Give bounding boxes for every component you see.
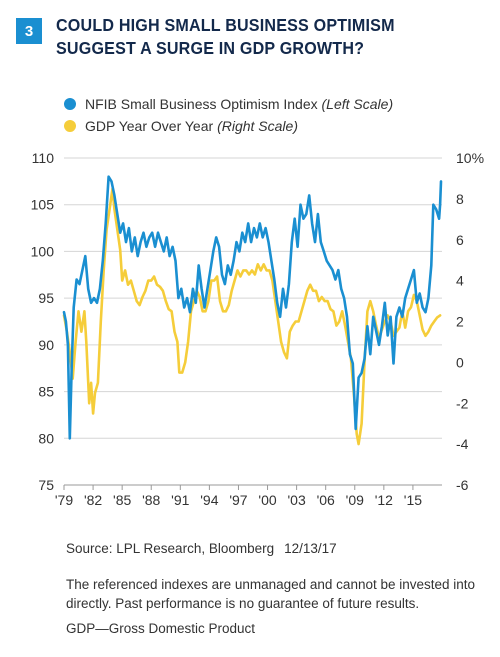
left-axis-tick-label: 110: [32, 150, 55, 166]
left-axis-tick-label: 95: [38, 290, 54, 306]
x-axis-tick-label: '03: [287, 492, 305, 508]
left-axis-tick-label: 75: [38, 477, 54, 493]
x-axis-tick-label: '91: [171, 492, 189, 508]
x-axis-tick-label: '12: [375, 492, 393, 508]
x-axis-tick-label: '85: [113, 492, 131, 508]
abbreviation-note: GDP—Gross Domestic Product: [66, 621, 256, 636]
legend-scale-note-gdp: (Right Scale): [217, 118, 298, 134]
right-axis-tick-label: 6: [456, 232, 464, 248]
right-axis-tick-label: -6: [456, 477, 469, 493]
x-axis-tick-label: '06: [317, 492, 335, 508]
legend-item-nfib: NFIB Small Business Optimism Index (Left…: [64, 93, 393, 115]
left-axis-tick-label: 85: [38, 384, 54, 400]
left-axis-tick-label: 90: [38, 337, 54, 353]
right-axis-tick-label: -4: [456, 436, 469, 452]
left-axis-tick-label: 105: [31, 197, 55, 213]
title-line-1: COULD HIGH SMALL BUSINESS OPTIMISM: [56, 15, 395, 35]
line-chart: 75 80 85 90 95 100 105 110 -6 -4 -2 0 2 4 6 8 10% '79 '82 '…: [31, 150, 484, 508]
x-axis-tick-label: '88: [142, 492, 160, 508]
x-axis-tick-label: '09: [346, 492, 364, 508]
source-line: Source: LPL Research, Bloomberg 12/13/17: [66, 541, 337, 556]
right-axis-tick-label: 10%: [456, 150, 484, 166]
legend: NFIB Small Business Optimism Index (Left…: [64, 93, 393, 137]
x-axis-tick-label: '94: [200, 492, 218, 508]
right-axis-tick-label: 2: [456, 314, 464, 330]
right-axis-tick-label: 0: [456, 354, 464, 370]
legend-scale-note-nfib: (Left Scale): [321, 96, 394, 112]
chart-title: COULD HIGH SMALL BUSINESS OPTIMISM SUGGE…: [56, 14, 452, 60]
legend-marker-gdp: [64, 120, 76, 132]
title-line-2: SUGGEST A SURGE IN GDP GROWTH?: [56, 38, 365, 58]
right-axis-tick-label: 4: [456, 273, 464, 289]
disclaimer: The referenced indexes are unmanaged and…: [66, 577, 476, 611]
left-axis-tick-label: 100: [31, 243, 55, 259]
x-axis-tick-label: '00: [258, 492, 276, 508]
source-date: 12/13/17: [284, 541, 337, 556]
x-axis-tick-label: '15: [404, 492, 422, 508]
legend-item-gdp: GDP Year Over Year (Right Scale): [64, 115, 393, 137]
series-line-nfib: [62, 175, 443, 440]
legend-marker-nfib: [64, 98, 76, 110]
right-axis-tick-label: -2: [456, 395, 469, 411]
source-text: Source: LPL Research, Bloomberg: [66, 541, 275, 556]
left-axis-tick-label: 80: [38, 430, 54, 446]
right-axis-tick-label: 8: [456, 191, 464, 207]
figure-number-badge: 3: [16, 18, 42, 44]
legend-series-name-gdp: GDP Year Over Year: [85, 118, 214, 134]
x-axis-tick-label: '79: [55, 492, 73, 508]
legend-label-gdp: GDP Year Over Year (Right Scale): [85, 118, 298, 134]
legend-series-name-nfib: NFIB Small Business Optimism Index: [85, 96, 318, 112]
legend-label-nfib: NFIB Small Business Optimism Index (Left…: [85, 96, 393, 112]
x-axis-tick-label: '97: [229, 492, 247, 508]
x-axis-tick-label: '82: [84, 492, 102, 508]
